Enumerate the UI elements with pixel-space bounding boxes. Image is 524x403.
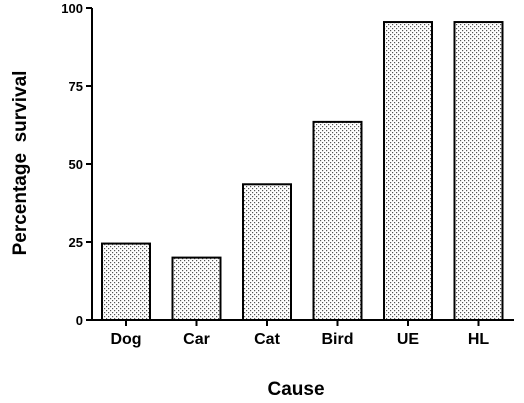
y-axis-ticks: 0 25 50 75 100 bbox=[61, 1, 92, 328]
x-axis-ticks: Dog Car Cat Bird UE HL bbox=[110, 320, 489, 348]
bar-cat bbox=[242, 183, 292, 321]
x-tick-label-ue: UE bbox=[397, 331, 420, 348]
bar-hl bbox=[453, 21, 504, 321]
y-tick-label-100: 100 bbox=[61, 1, 83, 16]
plot-area: 0 25 50 75 100 Dog Car Cat Bird UE HL bbox=[61, 1, 514, 348]
y-tick-label-50: 50 bbox=[69, 157, 83, 172]
x-axis-title: Cause bbox=[267, 379, 324, 400]
y-tick-label-25: 25 bbox=[69, 235, 83, 250]
bar-car bbox=[171, 256, 222, 322]
bars bbox=[101, 21, 504, 322]
y-tick-label-0: 0 bbox=[76, 313, 83, 328]
y-axis-title: Percentage survival bbox=[10, 71, 31, 256]
x-tick-label-bird: Bird bbox=[322, 331, 354, 348]
x-tick-label-car: Car bbox=[183, 331, 210, 348]
y-tick-label-75: 75 bbox=[69, 79, 83, 94]
x-tick-label-cat: Cat bbox=[254, 331, 280, 348]
bar-bird bbox=[312, 120, 363, 321]
bar-ue bbox=[383, 21, 433, 321]
x-tick-label-dog: Dog bbox=[110, 331, 141, 348]
bar-dog bbox=[101, 242, 151, 321]
x-tick-label-hl: HL bbox=[468, 331, 490, 348]
